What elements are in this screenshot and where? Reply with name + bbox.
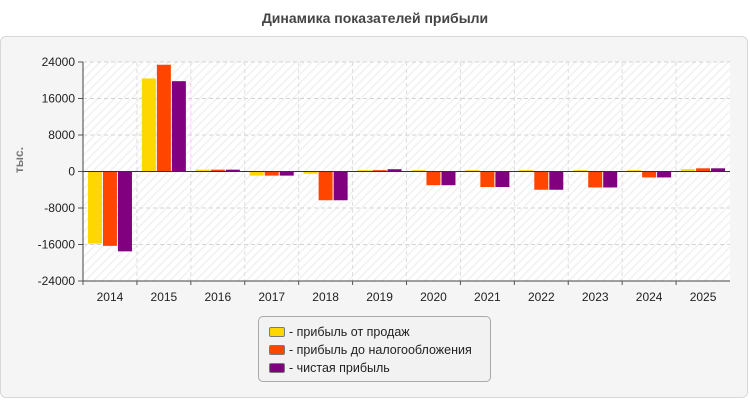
bar bbox=[681, 169, 696, 172]
bar bbox=[426, 171, 441, 186]
x-tick-label: 2016 bbox=[204, 290, 231, 304]
y-tick-label: 8000 bbox=[48, 128, 75, 142]
bar bbox=[210, 169, 225, 172]
x-tick-label: 2023 bbox=[582, 290, 609, 304]
x-tick-label: 2014 bbox=[97, 290, 124, 304]
legend-swatch-net-profit bbox=[269, 363, 285, 373]
bar bbox=[357, 170, 372, 172]
bar bbox=[696, 168, 711, 172]
bar bbox=[549, 171, 564, 190]
bar bbox=[588, 171, 603, 188]
bar bbox=[303, 171, 318, 174]
bar bbox=[225, 169, 240, 172]
bar bbox=[279, 171, 294, 176]
bar bbox=[264, 171, 279, 176]
bar bbox=[603, 171, 618, 188]
x-tick-label: 2020 bbox=[420, 290, 447, 304]
bar bbox=[387, 169, 402, 172]
bar bbox=[627, 170, 642, 172]
legend-label-sales-profit: - прибыль от продаж bbox=[289, 325, 410, 339]
bar bbox=[156, 64, 171, 172]
bar bbox=[519, 170, 534, 172]
chart-title: Динамика показателей прибыли bbox=[261, 10, 489, 26]
bar bbox=[249, 171, 264, 176]
bar bbox=[102, 171, 117, 246]
bar bbox=[642, 171, 657, 178]
bar bbox=[333, 171, 348, 201]
bar bbox=[441, 171, 456, 186]
bar bbox=[117, 171, 132, 252]
bar bbox=[495, 171, 510, 188]
x-tick-label: 2021 bbox=[474, 290, 501, 304]
legend-label-pretax-profit: - прибыль до налогообложения bbox=[289, 343, 472, 357]
y-tick-label: -8000 bbox=[44, 201, 75, 215]
bar bbox=[465, 170, 480, 172]
x-tick-label: 2015 bbox=[151, 290, 178, 304]
legend-item-sales-profit: - прибыль от продаж bbox=[259, 323, 490, 341]
legend-swatch-sales-profit bbox=[269, 327, 285, 337]
bar bbox=[657, 171, 672, 178]
bar bbox=[87, 171, 102, 244]
bar bbox=[573, 170, 588, 172]
y-axis-label: тыс. bbox=[12, 147, 26, 173]
x-tick-label: 2022 bbox=[528, 290, 555, 304]
x-tick-label: 2025 bbox=[690, 290, 717, 304]
bar bbox=[195, 169, 210, 172]
bar bbox=[411, 170, 426, 172]
x-tick-label: 2019 bbox=[366, 290, 393, 304]
legend-item-pretax-profit: - прибыль до налогообложения bbox=[259, 341, 490, 359]
bar bbox=[534, 171, 549, 190]
bar bbox=[171, 81, 186, 172]
y-tick-label: 24000 bbox=[42, 55, 76, 69]
y-tick-label: 0 bbox=[68, 165, 75, 179]
y-tick-label: -16000 bbox=[38, 238, 76, 252]
y-tick-label: 16000 bbox=[42, 92, 76, 106]
x-tick-label: 2017 bbox=[258, 290, 285, 304]
bar bbox=[480, 171, 495, 188]
legend-item-net-profit: - чистая прибыль bbox=[259, 359, 490, 377]
axes: 24000 16000 8000 0 -8000 -16000 -24000 2014 2015… bbox=[38, 55, 730, 304]
bars bbox=[87, 64, 726, 252]
bar bbox=[318, 171, 333, 201]
x-tick-label: 2024 bbox=[636, 290, 663, 304]
legend-swatch-pretax-profit bbox=[269, 345, 285, 355]
x-tick-label: 2018 bbox=[312, 290, 339, 304]
bar bbox=[372, 170, 387, 172]
bar bbox=[141, 78, 156, 172]
bar bbox=[711, 168, 726, 172]
legend-label-net-profit: - чистая прибыль bbox=[289, 361, 390, 375]
y-tick-label: -24000 bbox=[38, 274, 76, 288]
legend: - прибыль от продаж - прибыль до налогоо… bbox=[258, 316, 491, 382]
